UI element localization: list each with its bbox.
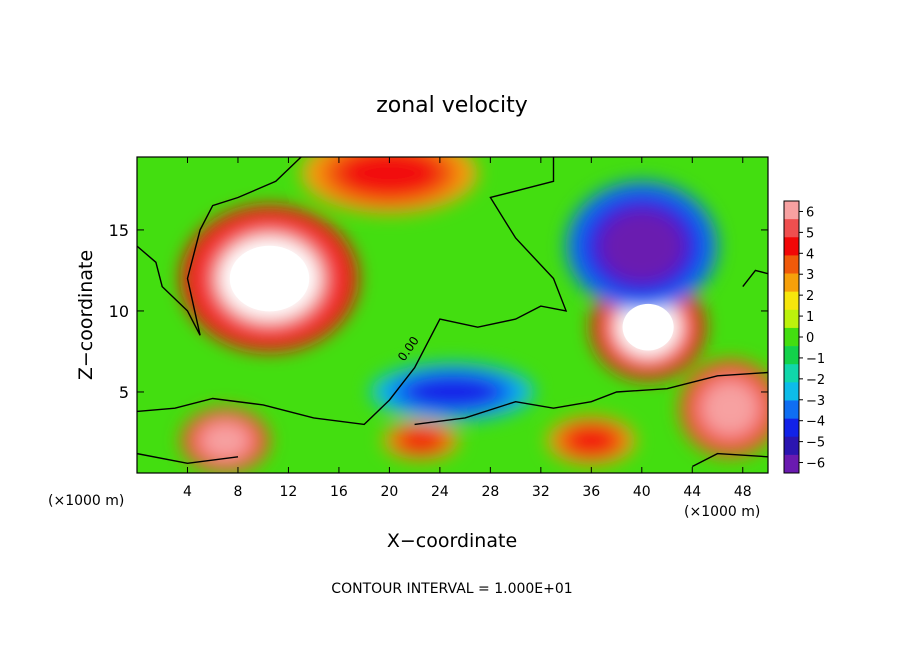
zero-contour [691, 452, 768, 468]
plot-frame [136, 156, 769, 474]
colorbar-swatch [784, 400, 799, 419]
colorbar-swatch [784, 382, 799, 401]
colorbar-swatch [784, 201, 799, 220]
colorbar-tick-label: −1 [806, 352, 825, 367]
colorbar-tick-label: 1 [806, 310, 814, 325]
x-tick-label: 24 [431, 484, 449, 500]
y-tick-label: 10 [109, 302, 129, 321]
colorbar-swatch [784, 327, 799, 347]
x-tick-label: 40 [633, 484, 651, 500]
field-blob [565, 426, 617, 455]
colorbar-swatch [784, 291, 799, 311]
colorbar-swatch [784, 273, 799, 292]
colorbar: 6 5 4 3 2 1 0 −1 −2 −3 −4 −5 −6 [783, 200, 825, 474]
zero-contour [137, 452, 239, 465]
colorbar-tick-label: 5 [806, 226, 814, 241]
x-unit-right: (×1000 m) [684, 504, 760, 520]
velocity-field [181, 157, 768, 473]
x-axis-label: X−coordinate [387, 530, 517, 552]
colorbar-tick-label: −2 [806, 373, 825, 388]
over-range-core [622, 303, 674, 351]
x-tick-label: 28 [481, 484, 499, 500]
contour-interval-note: CONTOUR INTERVAL = 1.000E+01 [331, 581, 572, 597]
colorbar-tick-label: 2 [806, 289, 814, 304]
colorbar-swatch [784, 219, 799, 238]
x-axis-ticks: 4 8 12 16 20 24 28 32 36 40 44 48 [183, 157, 752, 500]
field-blob [404, 375, 501, 409]
field-blob [398, 429, 443, 452]
colorbar-tick-label: 3 [806, 268, 814, 283]
x-tick-label: 20 [380, 484, 398, 500]
y-tick-label: 5 [119, 383, 129, 402]
field-blob [199, 421, 251, 460]
y-axis-ticks: 5 10 15 [109, 221, 768, 402]
colorbar-tick-label: −4 [806, 415, 825, 430]
y-tick-label: 15 [109, 221, 129, 240]
x-tick-label: 16 [330, 484, 348, 500]
field-blob [597, 208, 686, 284]
x-tick-label: 44 [683, 484, 701, 500]
colorbar-swatch [784, 436, 799, 456]
x-tick-label: 8 [233, 484, 242, 500]
zero-contour [137, 157, 302, 336]
colorbar-swatch [784, 364, 799, 383]
x-tick-label: 32 [532, 484, 550, 500]
y-axis-label: Z−coordinate [75, 250, 97, 380]
plot-area: 0.00 [136, 156, 769, 474]
colorbar-swatch [784, 237, 799, 256]
x-tick-label: 4 [183, 484, 192, 500]
x-tick-label: 36 [582, 484, 600, 500]
colorbar-swatch [784, 309, 799, 329]
colorbar-swatch [784, 454, 799, 474]
colorbar-swatch [784, 346, 799, 365]
field-blob [700, 379, 760, 437]
field-blob [338, 157, 441, 197]
zero-contour [137, 157, 568, 426]
chart-title: zonal velocity [376, 93, 528, 118]
x-tick-label: 48 [734, 484, 752, 500]
colorbar-tick-label: −3 [806, 394, 825, 409]
x-unit-left: (×1000 m) [48, 493, 124, 509]
zero-contour [414, 371, 768, 426]
contour-lines [137, 157, 768, 468]
colorbar-tick-label: 4 [806, 247, 814, 262]
colorbar-tick-label: 6 [806, 205, 814, 220]
colorbar-tick-label: −5 [806, 436, 825, 451]
colorbar-tick-label: −6 [806, 457, 825, 472]
over-range-core [229, 245, 310, 312]
colorbar-swatch [784, 418, 799, 438]
zero-contour [742, 269, 768, 288]
colorbar-tick-label: 0 [806, 331, 814, 346]
colorbar-swatch [784, 255, 799, 274]
x-tick-label: 12 [280, 484, 298, 500]
